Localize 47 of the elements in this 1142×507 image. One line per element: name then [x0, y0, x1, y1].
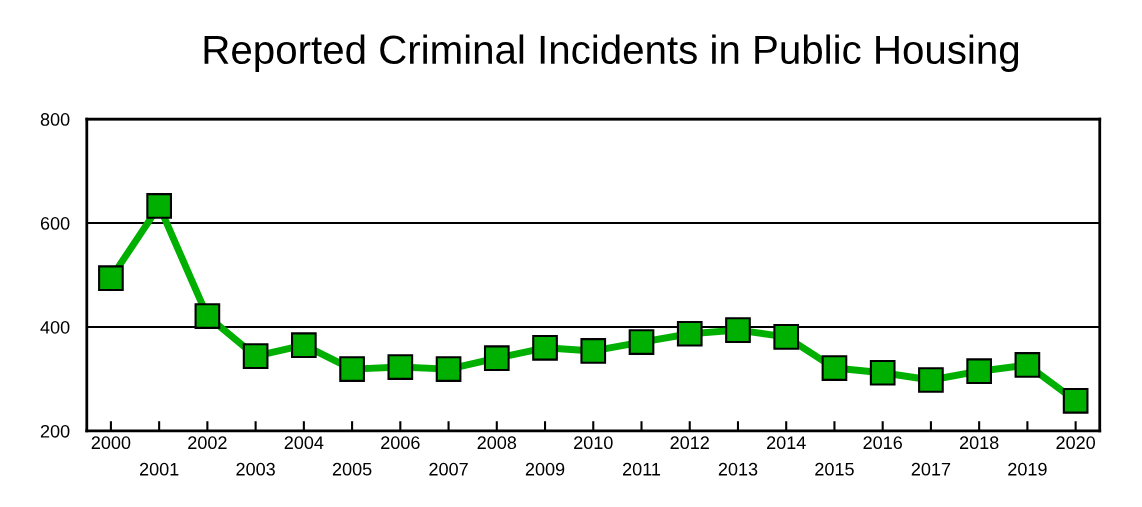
point: [435, 356, 462, 382]
point: [194, 303, 221, 329]
chart-title: Reported Criminal Incidents in Public Housing: [204, 34, 1019, 73]
x-tick-label: 2014: [767, 436, 806, 450]
x-tick-label: 2006: [381, 436, 420, 450]
point: [966, 358, 992, 385]
point: [580, 338, 607, 364]
point: [532, 334, 558, 361]
point: [242, 343, 269, 369]
x-tick-label: 2001: [139, 462, 179, 476]
x-tick-label: 2013: [718, 462, 758, 476]
x-tick-label: 2016: [863, 436, 902, 450]
point: [1014, 352, 1041, 378]
x-tick-label: 2004: [284, 436, 324, 450]
point: [146, 193, 172, 219]
x-tick-label: 2005: [332, 462, 372, 476]
x-tick-label: 2011: [623, 462, 661, 476]
point: [291, 332, 317, 359]
y-tick-label: 400: [40, 320, 70, 334]
point: [1062, 387, 1089, 414]
x-tick-label: 2010: [574, 436, 613, 450]
x-tick-label: 2020: [1056, 436, 1096, 450]
point: [483, 345, 510, 372]
x-tick-label: 2015: [815, 462, 854, 476]
x-tick-label: 2017: [911, 462, 951, 476]
point: [387, 354, 414, 380]
point: [676, 320, 703, 347]
x-tick-label: 2000: [91, 436, 131, 450]
x-tick-label: 2003: [236, 462, 275, 476]
x-tick-label: 2008: [477, 436, 517, 450]
point: [918, 367, 944, 393]
x-tick-label: 2009: [525, 462, 565, 476]
point: [821, 355, 848, 381]
y-tick-label: 800: [40, 113, 70, 126]
x-tick-label: 2002: [188, 436, 227, 450]
point: [773, 324, 800, 350]
point: [725, 317, 751, 343]
y-tick-label: 600: [40, 217, 70, 230]
x-tick-label: 2018: [959, 436, 999, 450]
point: [339, 356, 365, 382]
x-tick-label: 2012: [670, 436, 709, 450]
point: [869, 359, 896, 386]
point: [628, 329, 655, 355]
x-tick-label: 2019: [1008, 462, 1047, 476]
y-tick-label: 200: [40, 424, 70, 438]
x-tick-label: 2007: [429, 462, 468, 476]
point: [98, 265, 124, 292]
